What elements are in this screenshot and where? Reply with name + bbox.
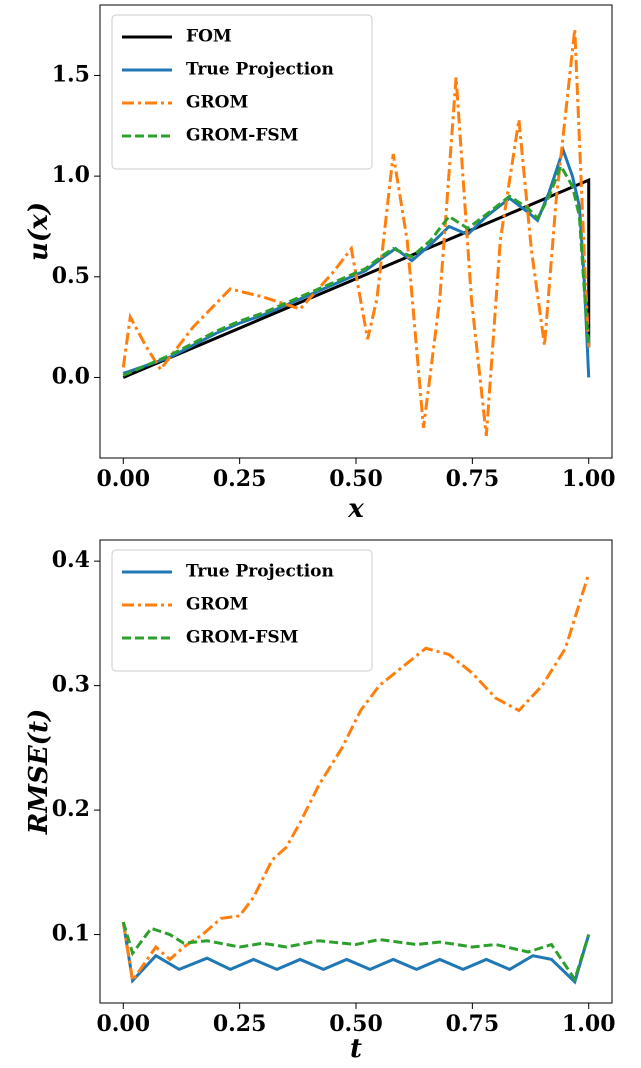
legend: True Projection GROM GROM-FSM <box>111 549 373 672</box>
legend-label: GROM-FSM <box>186 628 299 648</box>
legend-label: True Projection <box>186 562 334 582</box>
legend-label: GROM <box>186 93 248 113</box>
legend-label: True Projection <box>186 60 334 80</box>
x-tick-label: 0.75 <box>446 466 500 492</box>
series-line <box>122 162 591 377</box>
legend-label: GROM-FSM <box>186 126 299 146</box>
x-tick-label: 0.50 <box>329 466 383 492</box>
y-axis-label: RMSE(t) <box>24 709 54 836</box>
x-tick-label: 1.00 <box>562 466 616 492</box>
x-tick-label: 0.75 <box>446 1011 500 1037</box>
legend-box <box>111 14 373 170</box>
y-tick-label: 1.0 <box>52 162 90 188</box>
x-tick-label: 0.00 <box>96 1011 150 1037</box>
y-tick-label: 0.1 <box>52 921 90 947</box>
series-line <box>122 145 591 378</box>
legend-label: FOM <box>186 27 232 47</box>
y-tick-label: 0.0 <box>52 363 90 389</box>
x-tick-label: 0.00 <box>96 466 150 492</box>
y-tick-label: 1.5 <box>52 61 90 87</box>
y-axis-label: u(x) <box>24 202 54 261</box>
subplot: 0.00 0.25 0.50 0.75 1.00 0.1 0.2 0.3 0.4 t RMSE(t)… <box>24 539 616 1064</box>
x-tick-label: 0.25 <box>213 1011 267 1037</box>
series-line <box>121 921 591 985</box>
legend-box <box>111 549 373 672</box>
x-axis-label: t <box>350 1034 362 1064</box>
legend: FOM True Projection GROM GROM-FSM <box>111 14 373 170</box>
x-axis-label: x <box>347 494 364 524</box>
y-tick-label: 0.3 <box>52 672 90 698</box>
y-tick-label: 0.5 <box>52 263 90 289</box>
y-tick-label: 0.4 <box>52 547 90 573</box>
series-line <box>121 921 591 983</box>
axes-frame <box>99 4 613 459</box>
x-tick-label: 0.25 <box>213 466 267 492</box>
axes-frame <box>99 539 613 1004</box>
x-tick-label: 1.00 <box>562 1011 616 1037</box>
x-tick-label: 0.50 <box>329 1011 383 1037</box>
series-line <box>121 28 591 437</box>
series-line <box>122 177 591 379</box>
legend-label: GROM <box>186 595 248 615</box>
series-line <box>121 573 591 985</box>
y-tick-label: 0.2 <box>52 796 90 822</box>
subplot: 0.00 0.25 0.50 0.75 1.00 0.0 0.5 1.0 1.5 x u(x) FOM… <box>24 4 616 524</box>
